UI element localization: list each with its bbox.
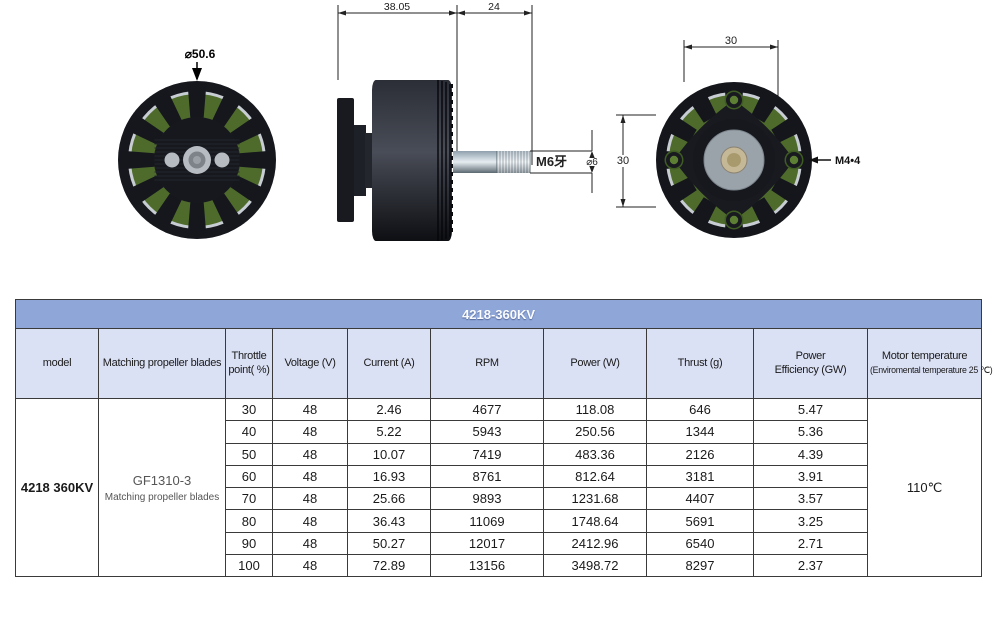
svg-text:M6牙: M6牙 [536, 154, 567, 169]
svg-text:⌀6: ⌀6 [586, 157, 598, 168]
svg-text:30: 30 [725, 35, 737, 47]
svg-text:24: 24 [488, 1, 500, 13]
svg-text:38.05: 38.05 [384, 1, 410, 13]
svg-text:M4•4: M4•4 [835, 155, 861, 167]
svg-text:30: 30 [617, 155, 629, 167]
svg-text:⌀50.6: ⌀50.6 [185, 47, 216, 61]
